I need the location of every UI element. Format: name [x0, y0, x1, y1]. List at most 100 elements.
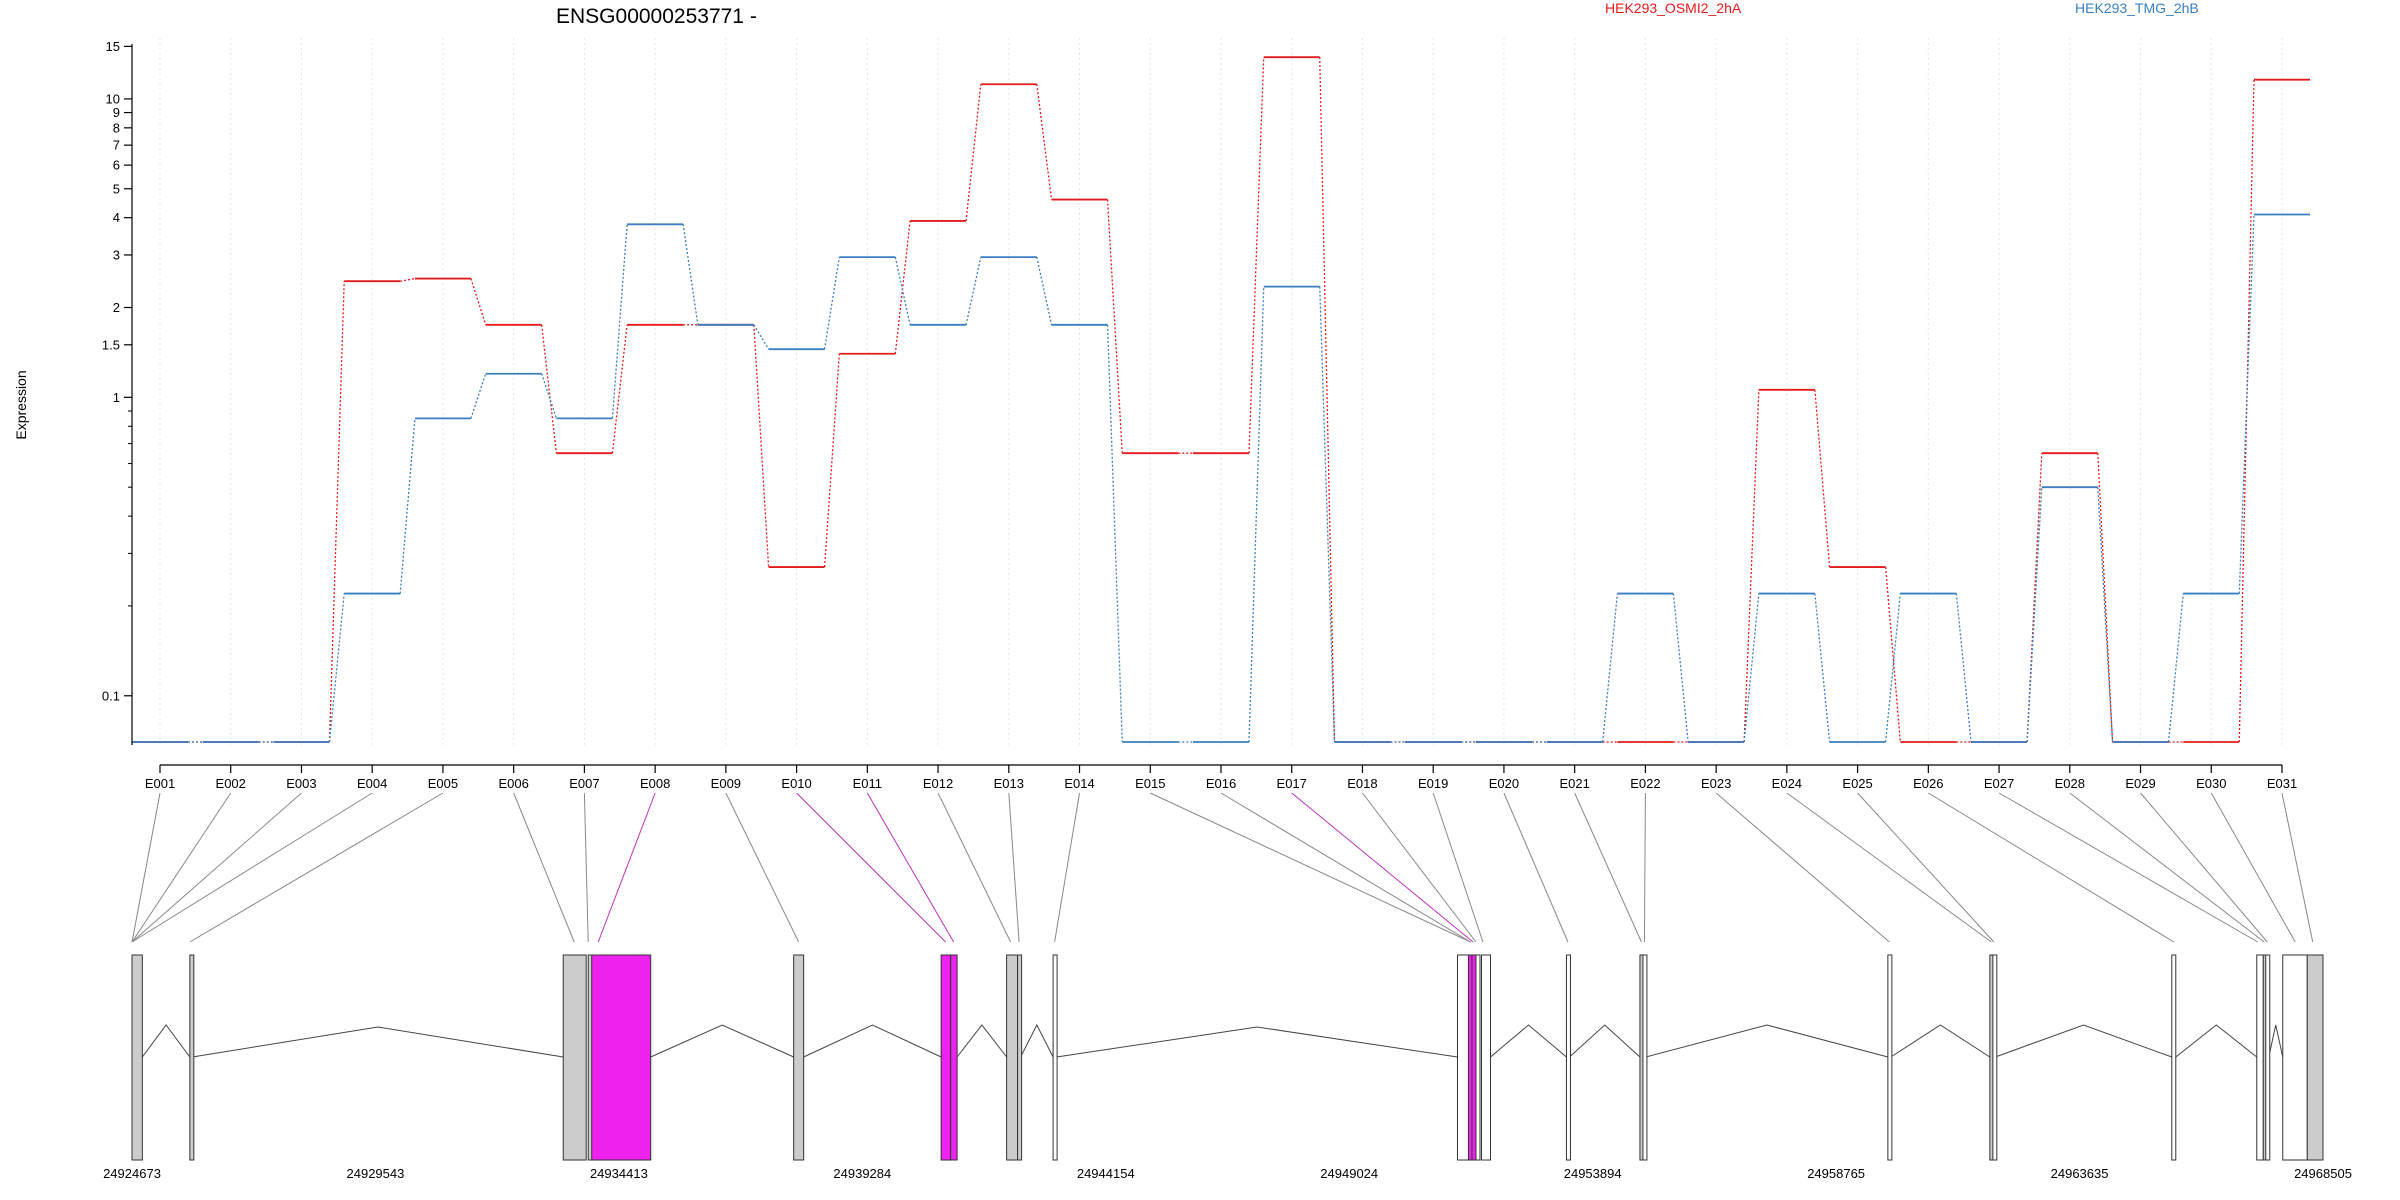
series-connector	[823, 257, 840, 350]
exon-box	[1017, 954, 1023, 1161]
x-tick-label: E026	[1913, 776, 1943, 791]
series-connector	[1955, 593, 1972, 743]
series-connector	[1672, 593, 1689, 743]
exon-connector	[1503, 792, 1569, 943]
x-tick-label: E018	[1347, 776, 1377, 791]
x-tick-label: E024	[1772, 776, 1802, 791]
y-tick-label: 1.5	[102, 337, 120, 352]
genomic-coordinate-label: 24929543	[347, 1166, 405, 1181]
series-connector	[1884, 593, 1901, 743]
series-connector	[470, 373, 487, 419]
series-connector	[965, 256, 982, 325]
genomic-coordinate-label: 24953894	[1564, 1166, 1622, 1181]
exon-connector	[1715, 792, 1890, 943]
intron-line	[1645, 1024, 1888, 1058]
exon-box	[1480, 954, 1491, 1161]
x-tick-label: E013	[994, 776, 1024, 791]
x-tick-label: E025	[1842, 776, 1872, 791]
series-connector	[1036, 84, 1053, 200]
genomic-coordinate-label: 24939284	[833, 1166, 891, 1181]
x-tick-label: E005	[428, 776, 458, 791]
series-connector	[753, 324, 770, 568]
x-tick-label: E027	[1984, 776, 2014, 791]
series-connector	[1106, 324, 1123, 743]
x-tick-label: E002	[216, 776, 246, 791]
exon-connector	[1054, 792, 1081, 943]
intron-line	[2268, 1024, 2284, 1058]
x-tick-label: E022	[1630, 776, 1660, 791]
x-tick-label: E003	[286, 776, 316, 791]
x-tick-label: E031	[2267, 776, 2297, 791]
exon-connector	[1998, 792, 2259, 943]
series-connector	[2167, 593, 2184, 743]
intron-line	[1056, 1026, 1458, 1058]
intron-line	[1890, 1024, 1991, 1058]
series-connector	[1248, 286, 1265, 743]
series-connector	[2026, 487, 2043, 743]
series-connector	[965, 84, 982, 222]
x-tick-label: E006	[498, 776, 528, 791]
exon-connector	[131, 792, 161, 943]
exon-connector	[2210, 792, 2296, 943]
exon-connector	[1150, 792, 1471, 943]
series-connector	[1743, 593, 1760, 743]
genomic-coordinate-label: 24934413	[590, 1166, 648, 1181]
exon-connector	[2281, 792, 2314, 943]
series-connector	[399, 418, 416, 594]
y-tick-label: 1	[113, 390, 120, 405]
exon-connector	[1928, 792, 2175, 943]
exon-box	[2306, 954, 2324, 1161]
exon-box	[131, 954, 143, 1161]
x-tick-label: E016	[1206, 776, 1236, 791]
exon-connector	[131, 792, 232, 943]
exon-box	[1565, 954, 1571, 1161]
series-connector	[2097, 487, 2114, 743]
y-tick-label: 4	[113, 210, 120, 225]
genomic-coordinate-label: 24958765	[1807, 1166, 1865, 1181]
series-connector	[470, 278, 487, 326]
intron-line	[1490, 1024, 1567, 1058]
genomic-coordinate-label: 24924673	[103, 1166, 161, 1181]
intron-line	[141, 1024, 191, 1058]
series-connector	[1814, 593, 1831, 743]
y-tick-label: 0.1	[102, 688, 120, 703]
exon-connector	[583, 792, 589, 943]
x-tick-label: E019	[1418, 776, 1448, 791]
exon-box	[591, 954, 652, 1161]
series-connector	[894, 256, 911, 325]
series-lines	[132, 56, 2310, 743]
exon-box	[1475, 954, 1481, 1161]
x-tick-label: E021	[1559, 776, 1589, 791]
exon-connector	[1220, 792, 1471, 943]
intron-line	[803, 1024, 942, 1058]
series-connector	[1602, 593, 1619, 743]
exon-box	[1052, 954, 1058, 1161]
series-connector	[541, 324, 558, 454]
series-connector	[682, 224, 699, 325]
exon-connector	[1362, 792, 1477, 943]
exon-box	[1992, 954, 1998, 1161]
intron-line	[1569, 1024, 1641, 1058]
series-tmg	[132, 213, 2310, 743]
exon-connector	[2069, 792, 2265, 943]
y-tick-label: 3	[113, 247, 120, 262]
exon-connector	[1432, 792, 1484, 943]
exon-connector	[1574, 792, 1642, 943]
exon-box	[562, 954, 587, 1161]
exon-connector	[866, 792, 955, 943]
genomic-coordinate-label: 24963635	[2051, 1166, 2109, 1181]
series-connector	[753, 324, 770, 350]
exon-box	[1642, 954, 1648, 1161]
legend-entry-tmg: HEK293_TMG_2hB	[2075, 0, 2199, 16]
exon-box	[2265, 954, 2271, 1161]
series-connector	[541, 373, 558, 419]
exon-box	[1456, 954, 1469, 1161]
exon-connector	[189, 792, 444, 943]
x-tick-label: E008	[640, 776, 670, 791]
y-tick-label: 6	[113, 158, 120, 173]
series-connector	[2238, 79, 2255, 743]
series-connector	[2238, 214, 2255, 594]
exon-connector	[1291, 792, 1474, 943]
y-axis-label: Expression	[13, 370, 29, 439]
series-connector	[1743, 389, 1760, 743]
